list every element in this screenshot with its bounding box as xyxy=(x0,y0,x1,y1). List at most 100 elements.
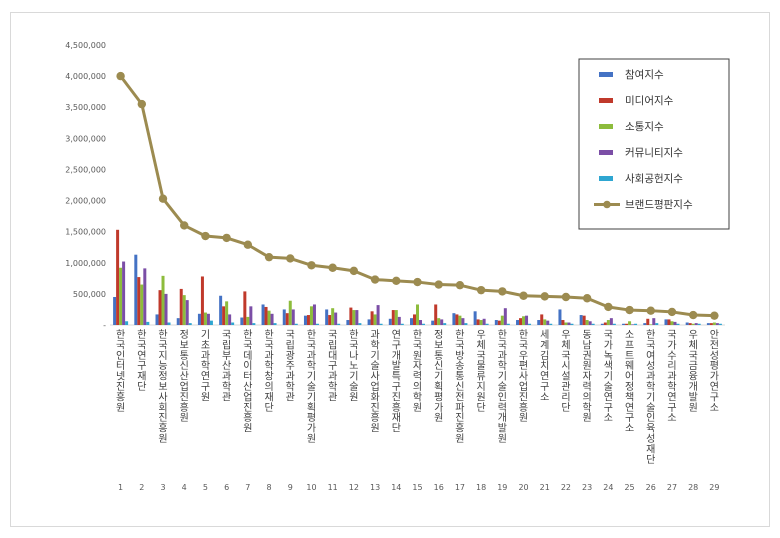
legend-label: 소통지수 xyxy=(625,121,664,133)
point-브랜드평판지수 xyxy=(498,287,507,296)
bar-참여지수 xyxy=(240,317,244,325)
bar-참여지수 xyxy=(261,304,265,325)
y-tick-label: 2,500,000 xyxy=(65,165,106,174)
x-rank-label: 20 xyxy=(518,483,528,492)
legend-swatch xyxy=(599,176,613,181)
point-브랜드평판지수 xyxy=(646,306,655,315)
bar-소통지수 xyxy=(479,320,483,325)
bar-참여지수 xyxy=(176,318,180,325)
y-tick-label: 500,000 xyxy=(73,290,106,299)
x-rank-label: 4 xyxy=(182,483,187,492)
legend-swatch xyxy=(599,150,613,155)
bar-참여지수 xyxy=(325,309,329,325)
point-브랜드평판지수 xyxy=(180,221,189,230)
bar-사회공헌지수 xyxy=(231,322,235,325)
bar-사회공헌지수 xyxy=(422,323,425,325)
legend-label: 사회공헌지수 xyxy=(625,173,683,185)
x-rank-label: 27 xyxy=(667,483,677,492)
bar-소통지수 xyxy=(522,316,526,325)
bar-미디어지수 xyxy=(200,276,204,325)
bar-커뮤니티지수 xyxy=(228,314,232,325)
point-브랜드평판지수 xyxy=(604,302,613,312)
bar-사회공헌지수 xyxy=(400,323,404,325)
legend-label: 미디어지수 xyxy=(625,95,674,107)
bar-사회공헌지수 xyxy=(655,323,659,325)
bar-사회공헌지수 xyxy=(337,323,341,325)
bar-참여지수 xyxy=(579,315,583,325)
bar-참여지수 xyxy=(155,314,159,325)
legend-label: 브랜드평판지수 xyxy=(625,199,693,211)
bar-참여지수 xyxy=(685,322,689,325)
bar-소통지수 xyxy=(161,275,165,325)
bar-참여지수 xyxy=(282,309,286,325)
bar-미디어지수 xyxy=(667,319,671,325)
bar-소통지수 xyxy=(225,301,229,325)
point-브랜드평판지수 xyxy=(307,261,316,270)
bar-참여지수 xyxy=(494,320,498,325)
point-브랜드평판지수 xyxy=(582,294,592,303)
y-tick-label: - xyxy=(103,321,106,330)
bar-사회공헌지수 xyxy=(252,323,256,325)
bar-소통지수 xyxy=(437,318,441,325)
x-rank-label: 28 xyxy=(688,483,698,492)
x-rank-label: 15 xyxy=(412,483,422,492)
x-rank-label: 6 xyxy=(224,483,229,492)
bar-미디어지수 xyxy=(625,323,629,325)
x-rank-label: 24 xyxy=(603,483,613,492)
point-브랜드평판지수 xyxy=(667,307,677,317)
bar-미디어지수 xyxy=(328,315,332,325)
legend-swatch xyxy=(599,98,613,103)
x-rank-label: 25 xyxy=(624,483,634,492)
bar-사회공헌지수 xyxy=(634,323,638,325)
point-브랜드평판지수 xyxy=(158,194,168,203)
x-rank-label: 3 xyxy=(160,483,165,492)
bar-소통지수 xyxy=(331,308,335,325)
bar-참여지수 xyxy=(113,297,117,325)
point-브랜드평판지수 xyxy=(243,240,253,249)
y-tick-label: 3,500,000 xyxy=(65,103,106,112)
bar-커뮤니티지수 xyxy=(185,300,189,325)
point-브랜드평판지수 xyxy=(349,266,359,276)
bar-커뮤니티지수 xyxy=(143,268,147,325)
bar-소통지수 xyxy=(649,324,653,325)
x-rank-label: 5 xyxy=(203,483,208,492)
bar-소통지수 xyxy=(203,312,207,325)
point-브랜드평판지수 xyxy=(413,277,422,287)
bar-소통지수 xyxy=(416,304,419,325)
bar-사회공헌지수 xyxy=(188,323,192,325)
bar-미디어지수 xyxy=(349,307,353,325)
x-rank-label: 7 xyxy=(245,483,250,492)
bar-미디어지수 xyxy=(264,306,268,325)
bar-소통지수 xyxy=(309,306,313,325)
bar-사회공헌지수 xyxy=(718,323,722,325)
bar-소통지수 xyxy=(352,310,356,325)
point-브랜드평판지수 xyxy=(286,254,295,263)
point-브랜드평판지수 xyxy=(328,263,337,272)
bar-커뮤니티지수 xyxy=(122,261,126,325)
y-tick-label: 2,000,000 xyxy=(65,197,106,206)
point-브랜드평판지수 xyxy=(264,252,274,262)
bar-커뮤니티지수 xyxy=(673,321,677,325)
bar-참여지수 xyxy=(303,315,307,325)
bar-커뮤니티지수 xyxy=(206,313,210,325)
bar-사회공헌지수 xyxy=(528,323,532,325)
bar-커뮤니티지수 xyxy=(397,316,401,325)
bar-참여지수 xyxy=(219,295,223,325)
bar-사회공헌지수 xyxy=(464,323,468,325)
point-브랜드평판지수 xyxy=(222,233,231,243)
bar-커뮤니티지수 xyxy=(291,309,295,325)
point-브랜드평판지수 xyxy=(561,292,571,302)
bar-소통지수 xyxy=(267,310,271,325)
